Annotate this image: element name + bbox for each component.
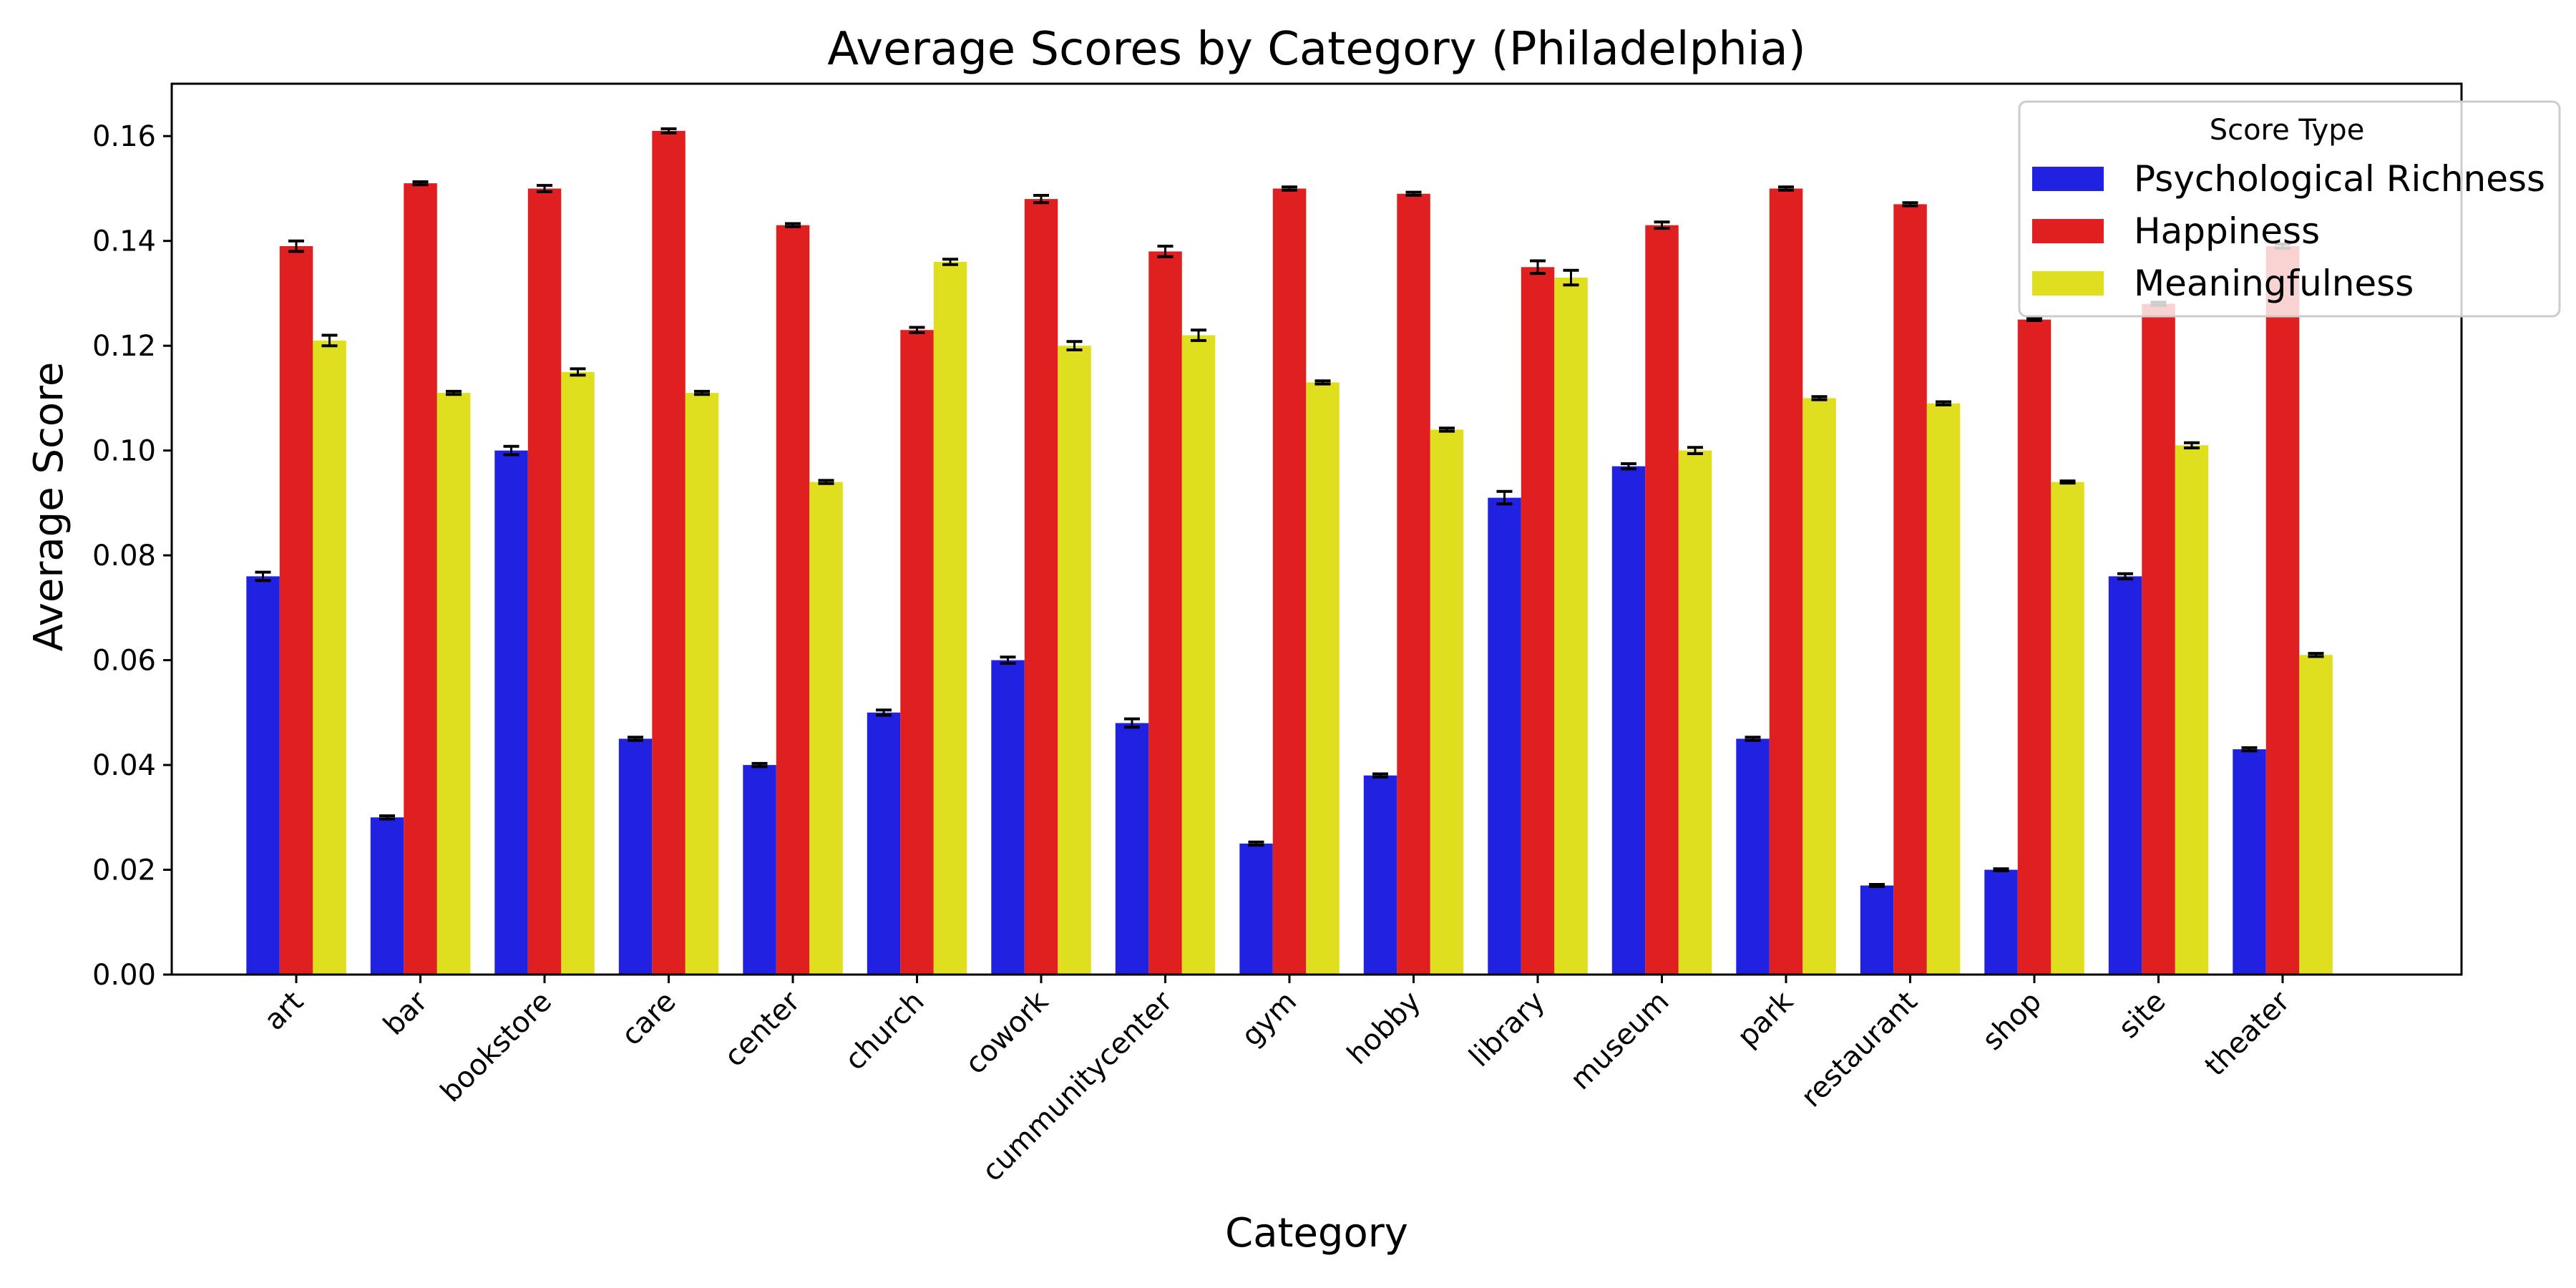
bar	[1430, 429, 1464, 975]
bar	[652, 130, 686, 975]
bar	[1488, 497, 1521, 975]
x-tick-label: theater	[2199, 985, 2297, 1083]
legend-swatch	[2032, 271, 2104, 296]
y-tick-label: 0.02	[92, 854, 156, 887]
bar	[1984, 869, 2018, 975]
x-tick-label: church	[839, 985, 930, 1077]
bar	[2299, 655, 2333, 975]
bar	[1678, 450, 1712, 975]
y-tick-label: 0.10	[92, 435, 156, 468]
bar	[1363, 775, 1397, 975]
bar	[2175, 445, 2209, 975]
legend-label: Psychological Richness	[2134, 158, 2545, 200]
x-tick-label: bar	[377, 985, 434, 1042]
bar	[1736, 738, 1770, 975]
x-axis-label: Category	[1225, 1210, 1408, 1257]
plot-frame	[170, 82, 2463, 976]
bar	[1611, 466, 1646, 975]
bar	[776, 225, 810, 975]
bar	[436, 393, 471, 975]
bar	[991, 660, 1025, 975]
bar	[404, 183, 437, 975]
x-tick-label: shop	[1976, 985, 2048, 1057]
bar	[2142, 303, 2175, 975]
bar	[2051, 482, 2084, 975]
bar	[2108, 576, 2142, 975]
bar	[1306, 382, 1340, 975]
bar	[900, 330, 934, 975]
bar	[313, 340, 346, 975]
x-tick-label: site	[2112, 985, 2172, 1045]
bar	[1860, 885, 1894, 975]
bar	[494, 450, 528, 975]
x-tick-label: restaurant	[1795, 985, 1924, 1114]
y-tick-label: 0.04	[92, 749, 156, 782]
y-tick-label: 0.06	[92, 645, 156, 678]
y-tick-label: 0.16	[92, 120, 156, 153]
bar	[1926, 403, 1961, 975]
legend-swatch	[2032, 167, 2104, 191]
y-tick-label: 0.08	[92, 540, 156, 572]
legend-swatch	[2032, 219, 2104, 243]
bar	[1521, 267, 1555, 975]
bar	[1893, 204, 1927, 975]
bar	[561, 371, 595, 975]
x-tick-label: library	[1463, 985, 1552, 1074]
x-axis: art bar bookstore care center church coworkcum…	[258, 975, 2296, 1188]
bar	[1397, 193, 1430, 975]
bar	[2233, 749, 2266, 975]
x-tick-label: hobby	[1341, 985, 1427, 1071]
bar	[1058, 346, 1091, 975]
bar	[1802, 398, 1836, 975]
bar	[618, 738, 653, 975]
x-tick-label: gym	[1235, 985, 1303, 1053]
bar	[370, 817, 404, 975]
bar	[1239, 843, 1273, 975]
bar	[2265, 246, 2300, 975]
bar	[867, 712, 901, 975]
legend: Score Type Psychological Richness Happine…	[2018, 100, 2561, 318]
bar	[1769, 188, 1803, 975]
error-bars-layer	[255, 127, 2324, 888]
x-tick-label: cowork	[959, 985, 1055, 1080]
x-tick-label: care	[615, 985, 683, 1053]
legend-label: Happiness	[2134, 210, 2320, 252]
x-tick-label: museum	[1564, 985, 1676, 1097]
chart-title: Average Scores by Category (Philadelphia…	[827, 23, 1805, 76]
bars-layer	[246, 130, 2333, 975]
bar	[933, 262, 967, 975]
bar	[279, 246, 313, 975]
x-tick-label: center	[718, 985, 807, 1073]
bar	[1554, 278, 1588, 975]
bar	[685, 393, 719, 975]
bar	[2017, 319, 2051, 975]
y-tick-label: 0.12	[92, 330, 156, 363]
bar	[1272, 188, 1307, 975]
bar	[809, 482, 843, 975]
x-tick-label: bookstore	[434, 985, 558, 1109]
legend-label: Meaningfulness	[2134, 263, 2414, 304]
bar	[1115, 723, 1149, 975]
y-axis: 0.00 0.02 0.04 0.06 0.08 0.10 0.12 0.14 0.16	[92, 120, 172, 992]
y-tick-label: 0.14	[92, 225, 156, 258]
legend-title: Score Type	[2210, 114, 2365, 147]
x-tick-label: park	[1731, 985, 1800, 1053]
x-tick-label: art	[258, 985, 310, 1038]
y-axis-label: Average Score	[26, 362, 72, 652]
bar	[527, 188, 562, 975]
legend-frame	[2018, 100, 2561, 318]
bar	[1148, 251, 1182, 975]
bar	[1181, 335, 1216, 975]
bar	[743, 765, 776, 975]
y-tick-label: 0.00	[92, 959, 156, 992]
bar	[1024, 199, 1058, 975]
bar	[1645, 225, 1679, 975]
bar	[246, 576, 280, 975]
legend-entries: Psychological Richness Happiness Meaningfu…	[2032, 158, 2545, 304]
